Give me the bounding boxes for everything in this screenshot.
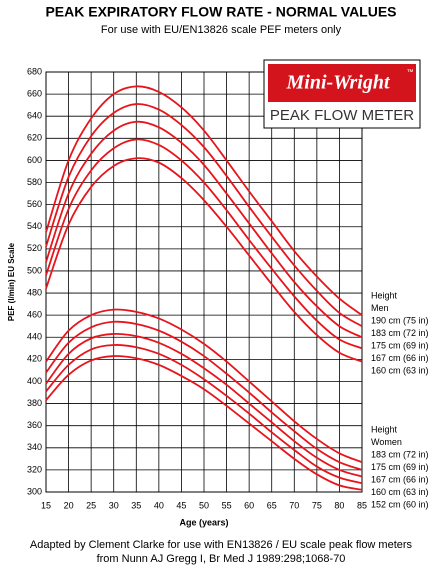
- x-tick-label: 80: [334, 500, 344, 510]
- y-tick-label: 520: [27, 243, 42, 253]
- logo-product: PEAK FLOW METER: [270, 107, 414, 124]
- legend-label: 160 cm (63 in): [371, 487, 429, 497]
- legend-label: 167 cm (66 in): [371, 474, 429, 484]
- x-axis-label: Age (years): [179, 517, 228, 527]
- x-tick-label: 40: [154, 500, 164, 510]
- legend-label: 152 cm (60 in): [371, 499, 429, 509]
- y-tick-label: 500: [27, 265, 42, 275]
- footer-line: from Nunn AJ Gregg I, Br Med J 1989:298;…: [97, 553, 346, 565]
- y-tick-label: 640: [27, 111, 42, 121]
- legend-label: 160 cm (63 in): [371, 365, 429, 375]
- line-series: [45, 138, 363, 350]
- line-series: [45, 85, 363, 316]
- x-tick-label: 20: [64, 500, 74, 510]
- x-tick-label: 55: [222, 500, 232, 510]
- line-series: [45, 332, 363, 478]
- line-series: [45, 157, 363, 363]
- logo-band: [268, 64, 416, 102]
- line-series: [45, 120, 363, 339]
- logo: Mini-Wright ™ PEAK FLOW METER: [263, 59, 421, 129]
- y-tick-label: 460: [27, 310, 42, 320]
- line-series: [45, 103, 363, 327]
- y-tick-label: 380: [27, 398, 42, 408]
- y-tick-label: 440: [27, 332, 42, 342]
- legend-label: 183 cm (72 in): [371, 328, 429, 338]
- y-tick-label: 400: [27, 376, 42, 386]
- legend-label: 167 cm (66 in): [371, 353, 429, 363]
- y-tick-label: 620: [27, 133, 42, 143]
- y-tick-label: 480: [27, 287, 42, 297]
- y-tick-label: 680: [27, 66, 42, 76]
- legend-label: 183 cm (72 in): [371, 449, 429, 459]
- x-tick-label: 85: [357, 500, 367, 510]
- legend-group: Women: [371, 437, 402, 447]
- x-tick-label: 35: [131, 500, 141, 510]
- y-tick-label: 580: [27, 177, 42, 187]
- logo-trademark: ™: [407, 69, 414, 76]
- line-series: [45, 308, 363, 463]
- x-tick-label: 15: [41, 500, 51, 510]
- legend-label: 175 cm (69 in): [371, 462, 429, 472]
- legend-label: 190 cm (75 in): [371, 315, 429, 325]
- legend-heading: Height: [371, 424, 398, 434]
- x-tick-label: 75: [312, 500, 322, 510]
- logo-brand: Mini-Wright: [286, 72, 391, 94]
- y-tick-label: 320: [27, 464, 42, 474]
- legend-group: Men: [371, 303, 389, 313]
- y-tick-label: 300: [27, 486, 42, 496]
- line-series: [45, 344, 363, 485]
- y-tick-label: 540: [27, 221, 42, 231]
- y-tick-label: 360: [27, 420, 42, 430]
- x-tick-label: 70: [289, 500, 299, 510]
- chart-title: PEAK EXPIRATORY FLOW RATE - NORMAL VALUE…: [45, 4, 396, 20]
- x-tick-label: 60: [244, 500, 254, 510]
- y-tick-label: 420: [27, 354, 42, 364]
- x-tick-label: 50: [199, 500, 209, 510]
- y-axis-label: PEF (l/min) EU Scale: [7, 242, 16, 321]
- line-series: [45, 320, 363, 471]
- x-tick-label: 45: [176, 500, 186, 510]
- x-tick-label: 25: [86, 500, 96, 510]
- legend-heading: Height: [371, 290, 398, 300]
- legend-label: 175 cm (69 in): [371, 340, 429, 350]
- footer-line: Adapted by Clement Clarke for use with E…: [30, 539, 413, 551]
- line-series: [45, 355, 363, 491]
- x-tick-label: 30: [109, 500, 119, 510]
- y-tick-label: 600: [27, 155, 42, 165]
- x-tick-label: 65: [267, 500, 277, 510]
- y-tick-label: 340: [27, 442, 42, 452]
- y-tick-label: 560: [27, 199, 42, 209]
- y-tick-label: 660: [27, 88, 42, 98]
- chart-subtitle: For use with EU/EN13826 scale PEF meters…: [101, 24, 342, 36]
